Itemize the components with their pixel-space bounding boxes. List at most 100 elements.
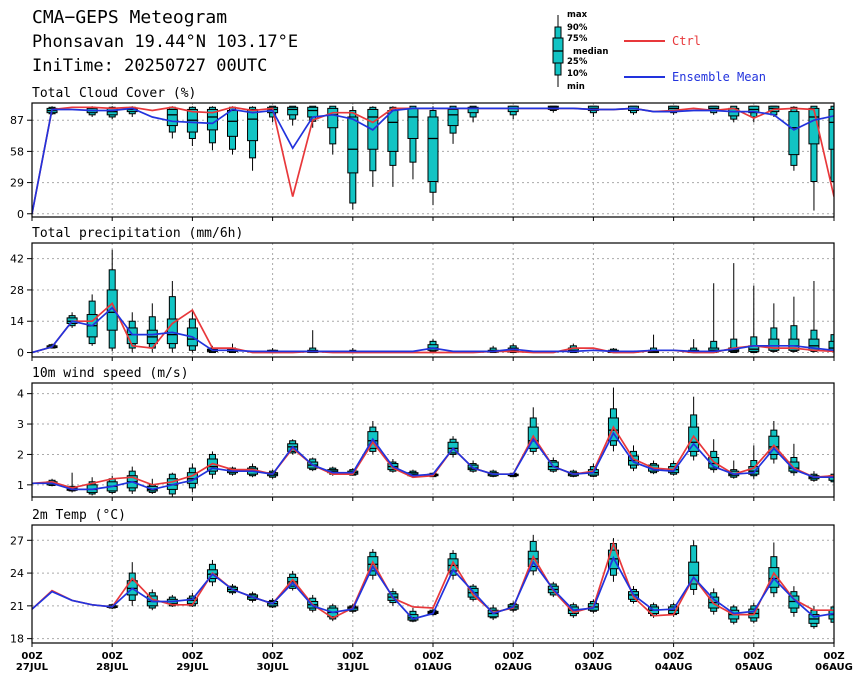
panel-title: 10m wind speed (m/s)	[32, 366, 189, 381]
box-25-75	[607, 417, 619, 442]
box-10-90	[790, 325, 798, 352]
box-25-75	[166, 318, 178, 345]
panel-3: 10m wind speed (m/s) 1 2 3 4	[17, 366, 835, 501]
y-tick-label: 14	[10, 315, 24, 328]
panel-title: Total Cloud Cover (%)	[32, 86, 196, 101]
y-tick-label: 87	[10, 114, 24, 127]
box-25-75	[808, 107, 820, 145]
series-group	[32, 540, 834, 620]
panel-frame	[31, 102, 835, 218]
ensemble-mean-line	[32, 555, 834, 620]
box-group	[46, 387, 834, 497]
ensemble-mean-line	[32, 431, 834, 491]
box-25-75	[106, 289, 118, 331]
x-tick-label-time: 00Z	[262, 651, 283, 662]
panel-title: 2m Temp (°C)	[32, 508, 126, 523]
y-tick-label: 18	[10, 633, 24, 646]
legend-box-label: min	[567, 82, 585, 92]
y-tick-label: 42	[10, 253, 24, 266]
box-25-75	[287, 106, 299, 116]
x-tick-label-date: 29JUL	[176, 662, 209, 673]
ensemble-mean-line	[32, 107, 834, 214]
box-25-75	[828, 108, 834, 150]
x-tick-label-time: 00Z	[102, 651, 123, 662]
ctrl-line	[32, 425, 834, 489]
x-tick-label-date: 03AUG	[575, 662, 613, 673]
y-tick-label: 3	[17, 418, 24, 431]
x-tick-label-date: 31JUL	[337, 662, 370, 673]
panel-title: Total precipitation (mm/6h)	[32, 226, 243, 241]
box-10-90	[730, 338, 738, 354]
panel-4: 2m Temp (°C) 18 21 24 27	[10, 508, 835, 647]
location-label: Phonsavan 19.44°N 103.17°E	[32, 32, 299, 52]
x-tick-label-date: 28JUL	[96, 662, 129, 673]
x-tick-label-date: 02AUG	[494, 662, 532, 673]
box-25-75	[768, 338, 780, 351]
box-25-75	[347, 116, 359, 174]
box-25-75	[447, 108, 459, 127]
x-tick-label-date: 06AUG	[815, 662, 853, 673]
box-25-75	[467, 106, 479, 114]
x-tick-label-date: 01AUG	[414, 662, 452, 673]
x-tick-label-date: 04AUG	[655, 662, 693, 673]
x-tick-label-date: 05AUG	[735, 662, 773, 673]
box-25-75	[688, 426, 700, 452]
y-tick-label: 0	[17, 208, 24, 221]
ctrl-line	[32, 540, 834, 619]
x-tick-label-time: 00Z	[342, 651, 363, 662]
series-group	[32, 425, 834, 491]
y-tick-label: 28	[10, 284, 24, 297]
box-25-75	[227, 110, 238, 137]
box-group	[46, 249, 859, 354]
ctrl-line	[32, 302, 834, 354]
box-group	[46, 105, 834, 211]
x-tick-label-time: 00Z	[422, 651, 443, 662]
legend-box-label: 25%	[567, 57, 588, 67]
box-25-75	[407, 107, 419, 139]
x-tick-label-time: 00Z	[823, 651, 844, 662]
y-tick-label: 0	[17, 347, 24, 360]
y-tick-label: 27	[10, 534, 24, 547]
panel-1: Total Cloud Cover (%) 0 29 58 87	[10, 86, 835, 221]
box-25-75	[788, 461, 800, 472]
x-tick-label-time: 00Z	[503, 651, 524, 662]
box-25-75	[307, 106, 319, 118]
box-25-75	[387, 110, 399, 152]
legend-series-label: Ctrl	[672, 34, 701, 48]
box-25-75	[849, 348, 859, 351]
box-25-75	[427, 116, 439, 183]
box-25-75	[166, 108, 178, 127]
x-tick-label-time: 00Z	[743, 651, 764, 662]
panel-frame	[31, 382, 835, 498]
legend-series-label: Ensemble Mean	[672, 70, 766, 84]
y-tick-label: 2	[17, 448, 24, 461]
x-tick-label-time: 00Z	[21, 651, 42, 662]
box-25-75	[327, 107, 339, 129]
x-tick-label-date: 30JUL	[257, 662, 290, 673]
init-time-label: IniTime: 20250727 00UTC	[32, 56, 268, 76]
y-tick-label: 21	[10, 600, 24, 613]
series-group	[32, 106, 834, 214]
y-tick-label: 1	[17, 479, 24, 492]
x-tick-label-date: 27JUL	[16, 662, 49, 673]
box-25-75	[788, 111, 800, 156]
box-25-75	[828, 340, 834, 351]
box-10-90	[750, 336, 758, 354]
y-tick-label: 24	[10, 567, 24, 580]
panel-frame	[31, 242, 835, 358]
x-tick-label-time: 00Z	[583, 651, 604, 662]
y-tick-label: 29	[10, 177, 24, 190]
legend-box-label: 90%	[567, 23, 588, 33]
box-10-90	[851, 341, 857, 352]
panel-2: Total precipitation (mm/6h) 0 14 28 42	[10, 226, 859, 361]
legend-box-label: 75%	[567, 34, 588, 44]
panel-frame	[31, 524, 835, 644]
y-tick-label: 58	[10, 145, 24, 158]
legend-box-label: max	[567, 10, 588, 20]
x-tick-label-time: 00Z	[663, 651, 684, 662]
box-25-75	[788, 338, 800, 351]
meteogram-title: CMA−GEPS Meteogram	[32, 7, 228, 28]
box-25-75	[247, 108, 259, 142]
